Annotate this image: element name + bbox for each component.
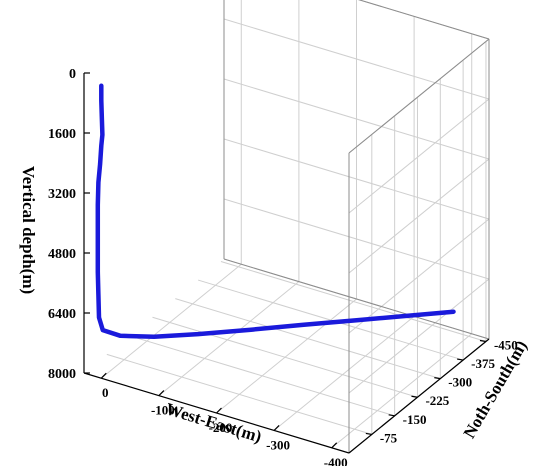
y-tick — [365, 432, 372, 436]
gridline — [106, 353, 372, 435]
gridline — [348, 278, 490, 394]
y-tick — [479, 339, 487, 343]
z-tick-label: 4800 — [48, 247, 76, 262]
y-tick — [457, 358, 464, 361]
gridline — [100, 263, 242, 379]
z-axis-title: Vertical depth(m) — [19, 166, 38, 294]
y-tick-label: -375 — [471, 356, 495, 371]
gridline — [348, 218, 490, 334]
grid-layer — [100, 0, 490, 454]
z-tick-label: 1600 — [48, 127, 76, 142]
x-tick — [216, 407, 222, 414]
x-tick-label: -300 — [266, 437, 290, 452]
frame-edge — [348, 38, 490, 154]
y-axis-line — [348, 338, 490, 454]
x-tick — [273, 424, 280, 431]
gridline — [331, 333, 473, 449]
y-tick-label: -150 — [403, 412, 427, 427]
y-tick — [411, 395, 418, 398]
y-tick-label: -450 — [494, 337, 518, 352]
z-tick-label: 0 — [69, 67, 76, 82]
z-tick-label: 8000 — [48, 367, 76, 382]
x-tick-label: -200 — [209, 420, 233, 435]
gridline — [152, 316, 418, 398]
z-tick-label: 6400 — [48, 307, 76, 322]
box-frame — [83, 0, 490, 454]
x-tick-label: -100 — [151, 403, 175, 418]
y-tick-label: -75 — [380, 430, 398, 445]
x-tick-label: 0 — [102, 385, 109, 400]
z-tick-label: 3200 — [48, 187, 76, 202]
frame-edge — [358, 0, 490, 40]
gridline — [129, 335, 395, 417]
gridline — [348, 98, 490, 214]
y-tick-label: -225 — [425, 393, 449, 408]
gridline — [175, 298, 441, 380]
y-tick-label: -300 — [448, 375, 472, 390]
x-tick-label: -400 — [324, 455, 348, 466]
x-tick — [331, 442, 338, 449]
frame-edge — [223, 258, 490, 340]
x-axis-title: West-East(m) — [163, 399, 263, 446]
x-tick — [100, 372, 107, 379]
gridline — [216, 298, 357, 414]
gridline — [197, 279, 464, 361]
tick-layer: 0 1600 3200 4800 6400 8000 0 -100 -200 -300 -400 -7… — [48, 67, 518, 470]
gridline — [348, 158, 490, 274]
y-tick — [434, 377, 441, 380]
trajectory-layer — [95, 83, 456, 339]
gridline — [158, 281, 300, 396]
x-tick — [158, 390, 165, 397]
wellbore-trajectory-line — [95, 83, 456, 339]
gridline — [220, 260, 487, 342]
gridline — [273, 316, 415, 431]
y-tick — [388, 414, 395, 417]
